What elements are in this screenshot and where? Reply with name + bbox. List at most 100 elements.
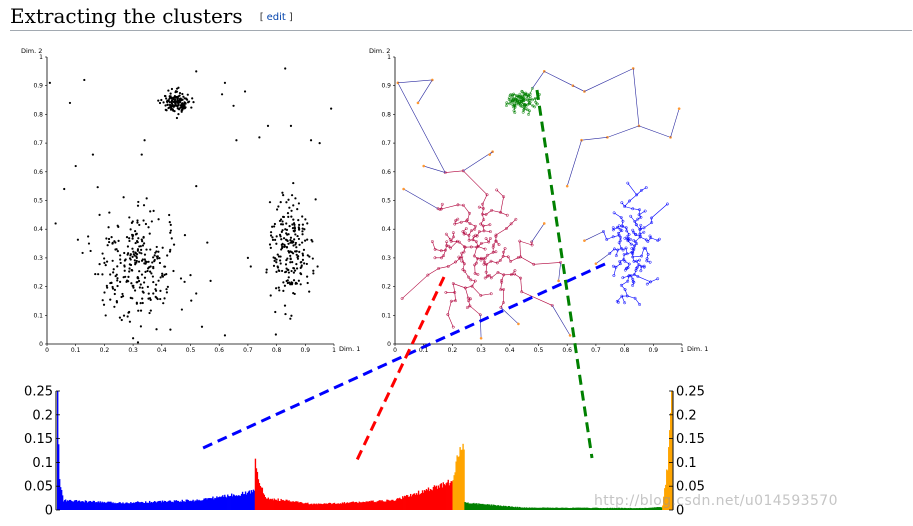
scatter-point: [171, 99, 174, 103]
scatter-point: [136, 341, 140, 344]
tree-edge: [441, 204, 459, 210]
histogram-bar: [90, 501, 93, 510]
scatter-point: [300, 264, 303, 267]
histogram-bar: [386, 499, 388, 510]
histogram-bar: [83, 502, 86, 510]
tree-edge: [532, 98, 536, 101]
histogram-bar: [584, 507, 587, 510]
scatter-point: [287, 276, 290, 279]
tree-edge: [486, 260, 492, 265]
scatter-point: [292, 279, 296, 282]
tree-node: [639, 269, 643, 273]
tree-node: [483, 256, 487, 260]
scatter-point: [117, 225, 120, 229]
histogram-bar: [168, 500, 171, 510]
scatter-point: [273, 259, 276, 262]
histogram-bar: [139, 502, 141, 510]
histogram-bar: [372, 500, 374, 510]
histogram-bar: [490, 505, 492, 510]
noise-edge: [607, 125, 640, 138]
plot1-x-tick-label: 0.9: [301, 347, 311, 354]
histogram-bar: [197, 500, 199, 510]
tree-node: [498, 259, 502, 262]
tree-node: [499, 288, 503, 292]
tree-edge: [491, 210, 501, 213]
histogram-bar: [283, 500, 285, 510]
noise-edge: [584, 68, 634, 92]
scatter-point: [301, 223, 304, 226]
tree-edge: [625, 268, 627, 271]
histogram-bar: [329, 502, 332, 510]
scatter-point: [158, 261, 162, 265]
histogram-bar: [542, 507, 544, 510]
histogram-bar: [169, 500, 172, 510]
scatter-point: [293, 269, 297, 272]
histogram-bar: [109, 501, 111, 510]
tree-node: [520, 290, 524, 294]
histogram-bar: [600, 508, 603, 510]
histogram-bar: [180, 501, 182, 510]
tree-node: [605, 238, 609, 241]
tree-node: [505, 101, 509, 105]
edit-link[interactable]: edit: [266, 12, 286, 23]
histogram-bar: [499, 505, 502, 510]
tree-edge: [441, 255, 444, 259]
histogram-bar: [134, 503, 136, 510]
tree-edge: [626, 234, 630, 238]
tree-edge: [628, 275, 630, 277]
tree-node: [451, 282, 455, 285]
histogram-bar: [290, 501, 292, 510]
scatter-point: [141, 290, 144, 293]
scatter-point: [128, 239, 131, 243]
noise-edge: [632, 68, 640, 126]
histogram-bar: [436, 488, 439, 510]
scatter-point: [306, 222, 309, 225]
histogram-bar: [505, 506, 508, 510]
histogram-bar: [602, 508, 605, 510]
histogram-bar: [574, 507, 576, 510]
tree-node: [513, 111, 517, 115]
histogram-bar: [409, 493, 412, 510]
histogram-bar: [620, 507, 622, 510]
tree-node: [503, 247, 507, 250]
plot2-x-axis-label: Dim. 1: [687, 345, 708, 353]
tree-node: [433, 247, 437, 251]
scatter-point: [283, 245, 286, 248]
histogram-bar: [286, 499, 288, 510]
histogram-bar: [242, 494, 245, 510]
scatter-point: [280, 230, 283, 233]
histogram-bar: [97, 501, 99, 510]
histogram-bar: [333, 502, 336, 510]
scatter-point: [157, 99, 160, 102]
scatter-point: [292, 244, 295, 247]
histogram-bar: [99, 501, 101, 510]
tree-node: [533, 96, 537, 100]
tree-node: [524, 105, 528, 109]
histogram-bar: [661, 507, 663, 510]
scatter-point: [148, 266, 151, 269]
histogram-bar: [186, 499, 188, 510]
tree-node: [642, 226, 646, 230]
histogram-bar: [305, 502, 307, 510]
histogram-bar: [68, 499, 71, 510]
histogram-bar: [601, 508, 604, 510]
scatter-point: [277, 205, 280, 208]
scatter-point: [48, 81, 51, 84]
tree-node: [519, 255, 522, 259]
tree-node: [616, 300, 620, 304]
histogram-bar: [62, 501, 65, 510]
noise-node: [677, 107, 681, 110]
scatter-point: [153, 258, 156, 262]
tree-node: [635, 259, 639, 263]
plot1-x-tick-label: 1: [332, 347, 336, 354]
scatter-point: [154, 295, 157, 298]
histogram-bar: [282, 499, 284, 510]
tree-node: [469, 278, 473, 282]
left-y-tick-label: 0.2: [32, 408, 53, 423]
scatter-point: [166, 285, 169, 288]
tree-node: [484, 212, 488, 216]
tree-node: [485, 253, 489, 257]
histogram-bar: [431, 490, 434, 510]
scatter-point: [284, 238, 288, 241]
plot2-x-tick-label: 0.2: [448, 347, 458, 354]
